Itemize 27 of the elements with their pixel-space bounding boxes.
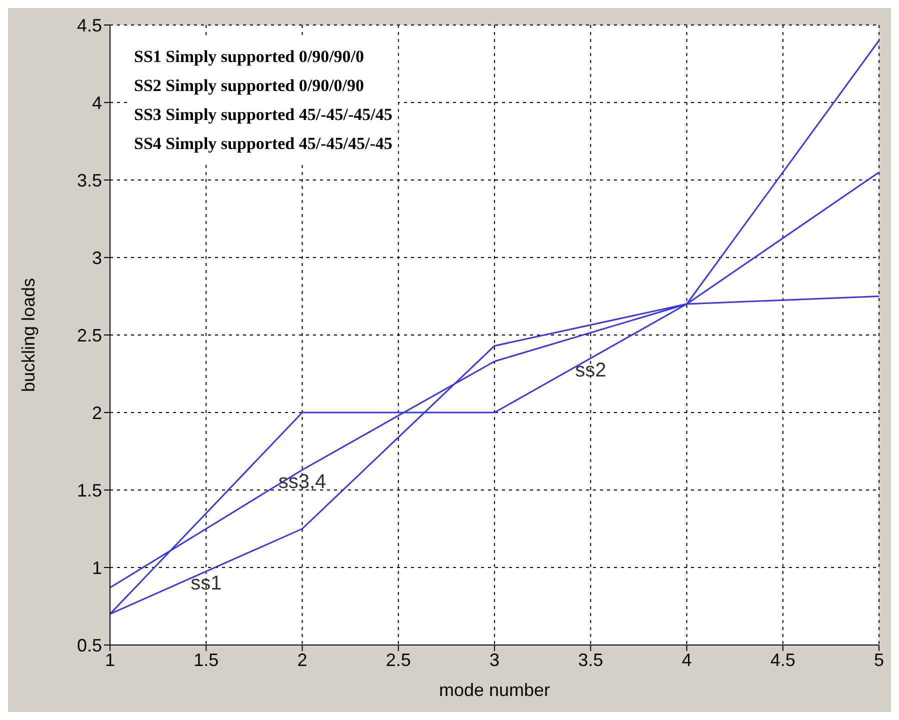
x-tick-label: 2 (297, 650, 308, 670)
annotation: SS3 Simply supported 45/-45/-45/45 (134, 104, 392, 126)
x-tick-label: 1.5 (194, 650, 219, 670)
y-tick-label: 2 (92, 402, 102, 423)
x-tick-label: 4 (682, 650, 692, 670)
annotation: ss1 (190, 572, 222, 595)
y-tick-label: 3 (92, 248, 102, 268)
annotation: SS1 Simply supported 0/90/90/0 (134, 46, 366, 68)
x-tick-label: 5 (874, 650, 884, 670)
y-tick-label: 4.5 (76, 15, 102, 36)
y-axis-title: buckling loads (18, 278, 38, 392)
x-axis-title: mode number (438, 680, 550, 700)
annotation: SS2 Simply supported 0/90/0/90 (134, 75, 366, 97)
y-tick-label: 1.5 (76, 480, 102, 500)
x-tick-label: 4.5 (770, 650, 796, 670)
x-tick-label: 3.5 (578, 650, 604, 670)
annotation: SS4 Simply supported 45/-45/45/-45 (134, 133, 392, 155)
x-tick-label: 1 (104, 650, 116, 670)
y-tick-label: 4 (92, 92, 102, 113)
x-tick-label: 2.5 (386, 650, 411, 670)
y-tick-label: 3.5 (76, 170, 102, 190)
x-tick-label: 3 (489, 650, 500, 670)
y-tick-label: 1 (92, 558, 102, 578)
annotation: ss3,4 (278, 471, 326, 494)
y-tick-label: 0.5 (76, 635, 102, 656)
y-tick-label: 2.5 (76, 325, 102, 346)
annotation: ss2 (575, 359, 606, 382)
